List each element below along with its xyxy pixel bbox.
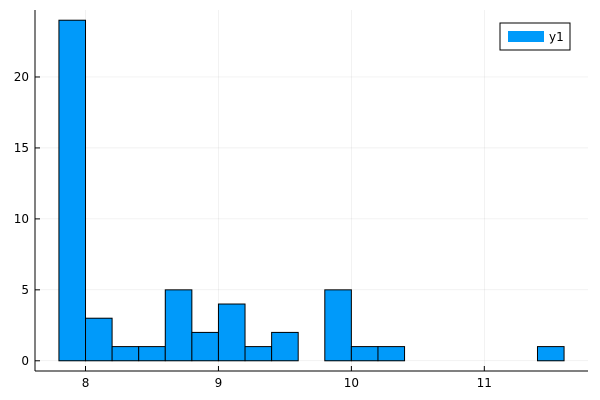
x-tick-label: 10 — [344, 376, 359, 390]
y-axis-ticks: 0 5 10 15 20 — [14, 70, 40, 368]
histogram-bar — [58, 19, 87, 362]
x-tick-label: 11 — [477, 376, 492, 390]
histogram-bar — [536, 346, 565, 362]
histogram-bar — [377, 346, 406, 362]
histogram-bars — [58, 19, 565, 362]
y-tick-label: 5 — [21, 283, 29, 297]
histogram-bar — [111, 346, 140, 362]
histogram-bar — [191, 331, 219, 362]
y-tick-label: 0 — [21, 354, 29, 368]
y-tick-label: 20 — [14, 70, 29, 84]
histogram-bar — [138, 346, 166, 362]
histogram-bar — [350, 346, 379, 362]
y-tick-label: 10 — [14, 212, 29, 226]
histogram-bar — [271, 331, 299, 362]
histogram-bar — [324, 289, 352, 362]
grid-lines — [35, 10, 588, 371]
x-axis-ticks: 8 9 10 11 — [82, 366, 492, 390]
histogram-bar — [217, 303, 246, 362]
legend: y1 — [499, 22, 571, 51]
histogram-bar — [85, 317, 113, 362]
y-tick-label: 15 — [14, 141, 29, 155]
histogram-bar — [244, 346, 273, 362]
axes — [34, 10, 588, 372]
x-tick-label: 9 — [215, 376, 223, 390]
histogram-bar — [164, 289, 193, 362]
legend-swatch-y1 — [508, 31, 544, 42]
legend-label-y1: y1 — [549, 30, 564, 44]
x-tick-label: 8 — [82, 376, 90, 390]
